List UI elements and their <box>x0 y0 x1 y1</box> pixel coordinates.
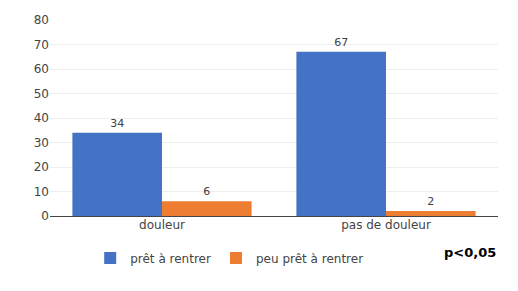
svg-text:70: 70 <box>34 38 49 52</box>
svg-text:34: 34 <box>110 117 124 130</box>
svg-text:2: 2 <box>427 195 434 208</box>
svg-text:67: 67 <box>334 36 348 49</box>
svg-text:6: 6 <box>203 185 210 198</box>
svg-text:pas de douleur: pas de douleur <box>341 218 431 232</box>
svg-text:60: 60 <box>34 62 49 76</box>
svg-text:20: 20 <box>34 160 49 174</box>
svg-text:douleur: douleur <box>139 218 185 232</box>
svg-text:30: 30 <box>34 136 49 150</box>
svg-text:50: 50 <box>34 87 49 101</box>
svg-text:0: 0 <box>41 209 49 223</box>
svg-text:p<0,05: p<0,05 <box>444 245 496 260</box>
svg-text:80: 80 <box>34 13 49 27</box>
svg-text:10: 10 <box>34 185 49 199</box>
svg-text:peu prêt à rentrer: peu prêt à rentrer <box>256 252 363 266</box>
svg-text:prêt à rentrer: prêt à rentrer <box>130 252 211 266</box>
svg-text:40: 40 <box>34 111 49 125</box>
